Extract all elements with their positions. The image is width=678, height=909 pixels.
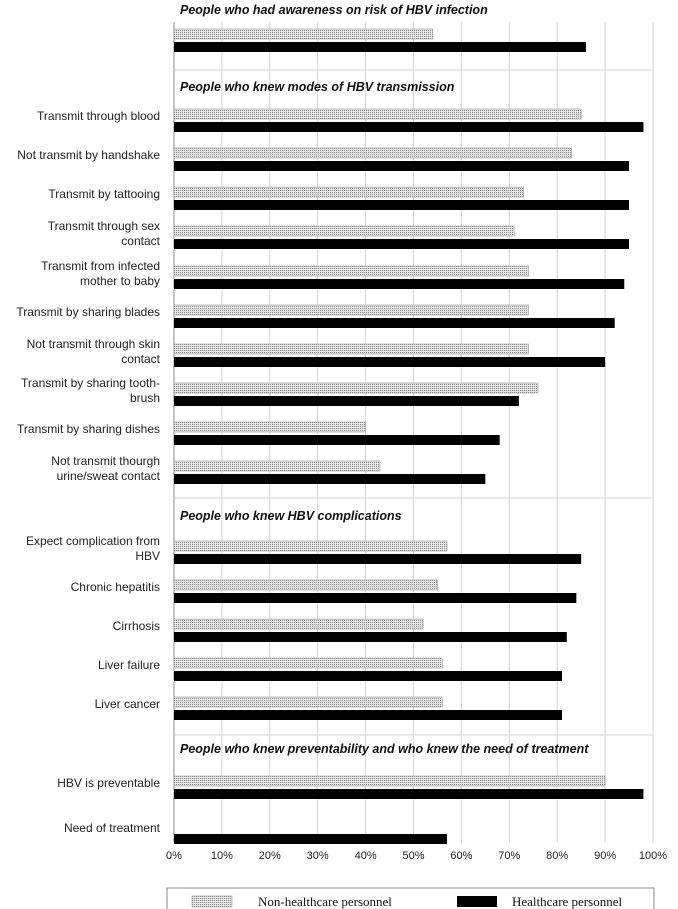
legend-swatch-healthcare <box>457 896 497 907</box>
bar-non-healthcare <box>173 657 443 669</box>
bar-non-healthcare <box>173 382 539 394</box>
bar-non-healthcare <box>173 225 515 237</box>
bar-healthcare <box>174 834 448 844</box>
section-title: People who knew preventability and who k… <box>180 742 589 756</box>
bar-healthcare <box>174 789 644 799</box>
x-tick-label: 100% <box>639 850 667 862</box>
legend-swatch-non-healthcare <box>191 895 233 908</box>
category-label: Expect complication from <box>26 534 160 548</box>
bar-healthcare <box>174 396 519 406</box>
x-tick-label: 0% <box>166 850 182 862</box>
bar-healthcare <box>174 122 644 132</box>
category-label: Chronic hepatitis <box>71 580 160 594</box>
bar-non-healthcare <box>173 343 529 355</box>
bar-healthcare <box>174 318 615 328</box>
section-title: People who knew modes of HBV transmissio… <box>180 80 455 94</box>
x-tick-label: 50% <box>402 850 424 862</box>
bar-healthcare <box>174 239 630 249</box>
x-tick-label: 70% <box>498 850 520 862</box>
category-label: HBV <box>135 549 160 563</box>
category-label: mother to baby <box>80 274 160 288</box>
x-tick-label: 20% <box>259 850 281 862</box>
bar-non-healthcare <box>173 108 582 120</box>
category-label: contact <box>121 234 160 248</box>
category-label: Transmit by sharing tooth- <box>21 376 160 390</box>
legend-label-healthcare: Healthcare personnel <box>512 894 622 909</box>
bar-non-healthcare <box>173 28 433 40</box>
bar-non-healthcare <box>173 775 606 787</box>
legend-label-non-healthcare: Non-healthcare personnel <box>258 894 392 909</box>
legend-box <box>166 887 655 909</box>
category-label: Need of treatment <box>64 821 161 835</box>
x-tick-label: 80% <box>546 850 568 862</box>
x-tick-label: 30% <box>307 850 329 862</box>
bar-healthcare <box>174 474 486 484</box>
category-label: Cirrhosis <box>113 619 160 633</box>
category-label: Liver cancer <box>95 697 160 711</box>
bar-healthcare <box>174 632 567 642</box>
bar-non-healthcare <box>173 540 448 552</box>
bar-healthcare <box>174 42 586 52</box>
bar-healthcare <box>174 279 625 289</box>
bar-healthcare <box>174 710 562 720</box>
category-label: Liver failure <box>98 658 160 672</box>
x-tick-label: 10% <box>211 850 233 862</box>
bar-healthcare <box>174 554 582 564</box>
bar-healthcare <box>174 593 577 603</box>
category-label: HBV is preventable <box>57 776 160 790</box>
bar-healthcare <box>174 200 630 210</box>
bar-non-healthcare <box>173 618 424 630</box>
category-label: Transmit from infected <box>41 259 160 273</box>
x-tick-label: 40% <box>355 850 377 862</box>
category-label: Transmit by tattooing <box>48 187 160 201</box>
category-label: Not transmit by handshake <box>17 148 160 162</box>
category-label: Not transmit thourgh <box>51 454 160 468</box>
category-label: Transmit by sharing dishes <box>17 422 160 436</box>
bar-non-healthcare <box>173 304 529 316</box>
bar-non-healthcare <box>173 460 381 472</box>
bar-non-healthcare <box>173 696 443 708</box>
bar-non-healthcare <box>173 421 366 433</box>
bar-non-healthcare <box>173 579 438 591</box>
section-title: People who had awareness on risk of HBV … <box>180 3 488 17</box>
category-label: Not transmit through skin <box>27 337 160 351</box>
x-tick-label: 60% <box>450 850 472 862</box>
bar-non-healthcare <box>173 265 529 277</box>
bar-healthcare <box>174 671 562 681</box>
category-label: urine/sweat contact <box>57 469 161 483</box>
bar-non-healthcare <box>173 186 524 198</box>
category-label: Transmit through blood <box>37 109 160 123</box>
section-title: People who knew HBV complications <box>180 509 402 523</box>
category-label: Transmit through sex <box>48 219 160 233</box>
category-label: brush <box>130 391 160 405</box>
bar-non-healthcare <box>173 147 572 159</box>
bar-healthcare <box>174 161 630 171</box>
bar-healthcare <box>174 357 606 367</box>
x-tick-label: 90% <box>594 850 616 862</box>
category-label: contact <box>121 352 160 366</box>
category-label: Transmit by sharing blades <box>16 305 160 319</box>
bar-healthcare <box>174 435 500 445</box>
